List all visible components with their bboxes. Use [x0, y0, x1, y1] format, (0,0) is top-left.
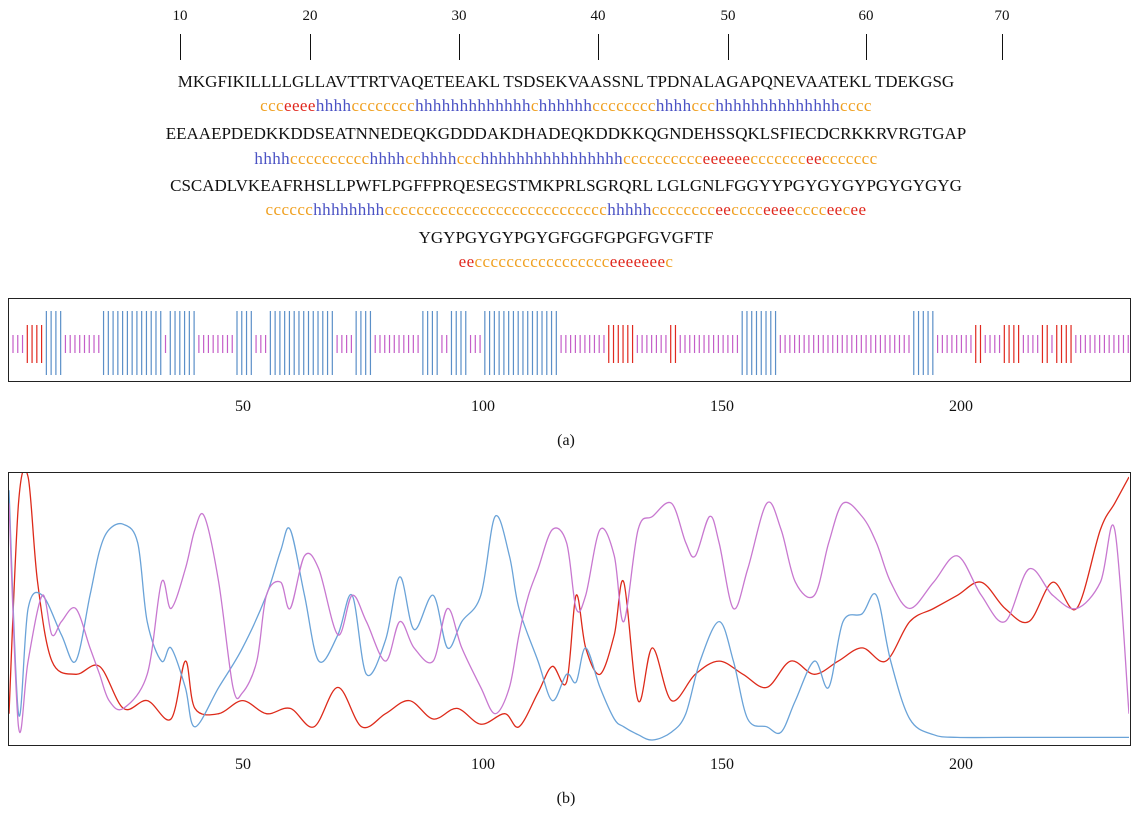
ss-bar-plot: [12, 311, 1129, 375]
ruler-label: 60: [858, 8, 874, 24]
ruler-tick: [180, 34, 181, 60]
ss-line: eeccccccccccccccccceeeeeeec: [458, 252, 674, 271]
panel-a-caption: (a): [557, 432, 575, 449]
ruler-tick: [728, 34, 729, 60]
x-tick-label: 200: [949, 398, 973, 415]
ruler-tick: [598, 34, 599, 60]
ruler-label: 10: [172, 8, 188, 24]
x-tick-label: 50: [235, 398, 251, 415]
ruler-tick: [310, 34, 311, 60]
x-tick-label: 50: [235, 756, 251, 773]
x-tick-label: 150: [710, 398, 734, 415]
sequence-line: YGYPGYGYPGYGFGGFGPGFGVGFTF: [418, 228, 714, 247]
ss-line: ccceeeehhhhcccccccchhhhhhhhhhhhhchhhhhhc…: [260, 96, 872, 115]
ruler-tick: [866, 34, 867, 60]
ruler-tick: [1002, 34, 1003, 60]
probability-curve-0: [9, 473, 1129, 729]
ruler-label: 70: [994, 8, 1010, 24]
probability-curve-1: [9, 490, 1129, 741]
panel-b-caption: (b): [556, 790, 576, 807]
ss-line: hhhhcccccccccchhhhcchhhhccchhhhhhhhhhhhh…: [254, 149, 878, 168]
ruler-label: 50: [720, 8, 736, 24]
sequence-line: CSCADLVKEAFRHSLLPWFLPGFFPRQESEGSTMKPRLSG…: [170, 176, 962, 195]
probability-panel: [8, 472, 1131, 746]
sequence-line: MKGFIKILLLLGLLAVTTRTVAQETEEAKL TSDSEKVAA…: [177, 72, 955, 91]
x-tick-label: 100: [471, 398, 495, 415]
ruler-label: 40: [590, 8, 606, 24]
ruler-tick: [459, 34, 460, 60]
ss-bar-panel: [8, 298, 1131, 382]
x-tick-label: 200: [949, 756, 973, 773]
sequence-line: EEAAEPDEDKKDDSEATNNEDEQKGDDDAKDHADEQKDDK…: [165, 124, 967, 143]
x-tick-label: 150: [710, 756, 734, 773]
ruler-label: 30: [451, 8, 467, 24]
residue-ruler: 10 20 30 40 50 60 70: [0, 0, 1132, 62]
x-tick-label: 100: [471, 756, 495, 773]
probability-curve-2: [9, 501, 1129, 734]
ss-line: cccccchhhhhhhhcccccccccccccccccccccccccc…: [265, 200, 867, 219]
probability-plot: [9, 473, 1129, 741]
ruler-label: 20: [302, 8, 318, 24]
